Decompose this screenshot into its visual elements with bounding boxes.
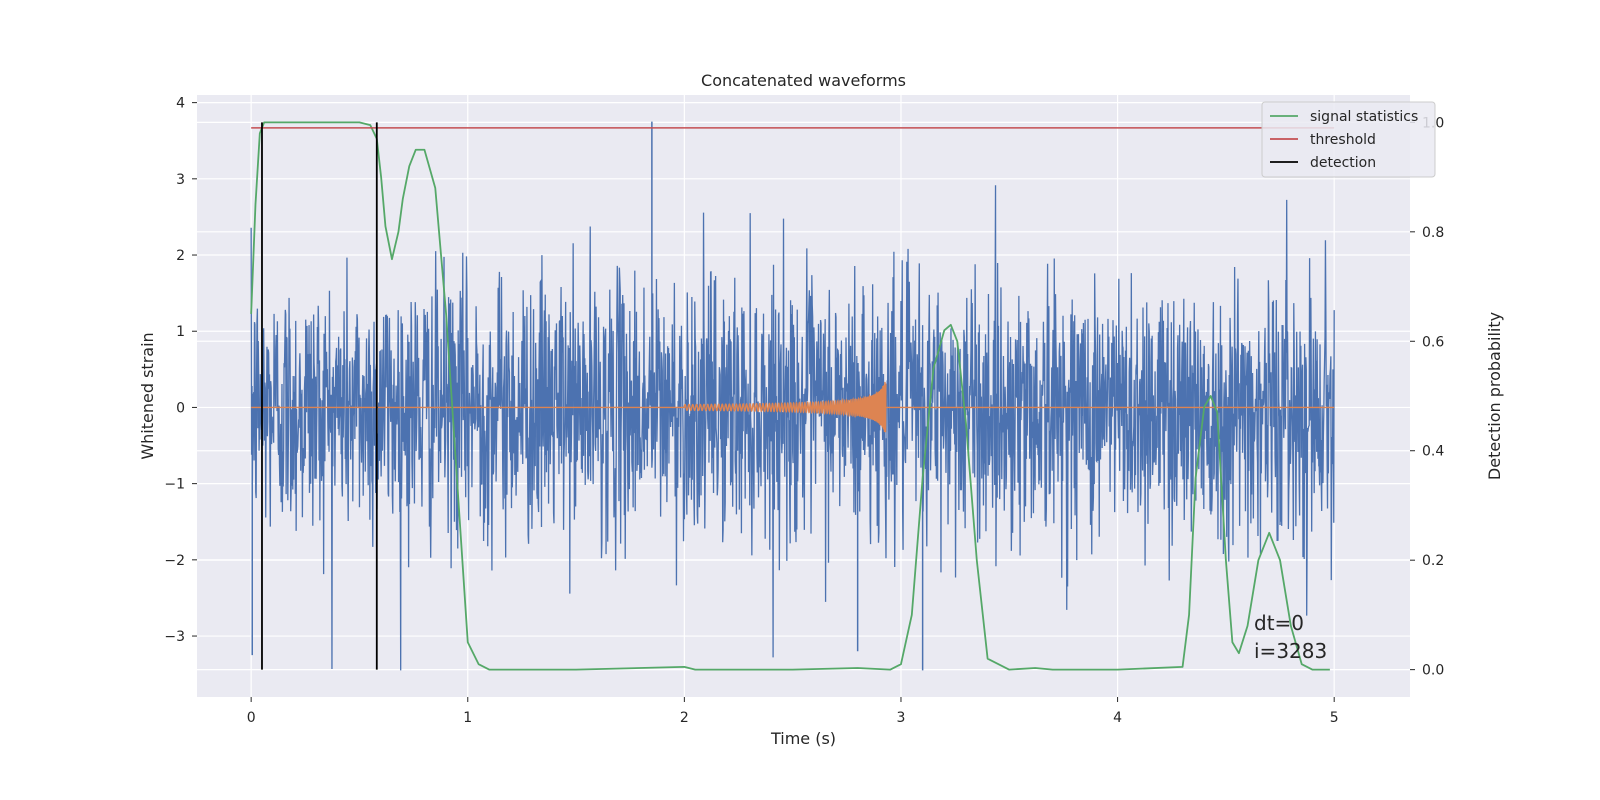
y-right-tick-label: 0.6 (1422, 334, 1444, 350)
y-right-tick-label: 0.4 (1422, 444, 1444, 460)
y-left-tick-label: 1 (176, 324, 185, 340)
chart-title: Concatenated waveforms (701, 71, 906, 90)
x-tick-label: 4 (1113, 710, 1122, 726)
waveform-series (251, 381, 1335, 433)
legend: signal statistics threshold detection (1261, 101, 1436, 178)
y-left-tick-label: 0 (176, 400, 185, 416)
legend-label: threshold (1310, 132, 1376, 148)
legend-label: detection (1310, 155, 1376, 171)
waveform-line (251, 381, 1335, 433)
legend-box (1261, 101, 1436, 178)
y-right-tick-label: 0.0 (1422, 663, 1444, 679)
x-tick-label: 1 (463, 710, 472, 726)
annotation-index: i=3283 (1254, 639, 1327, 663)
x-tick-label: 0 (247, 710, 256, 726)
x-axis-label: Time (s) (770, 729, 836, 748)
y-left-tick-label: −3 (164, 629, 185, 645)
strain-line (250, 185, 1335, 671)
y-right-tick-label: 0.2 (1422, 553, 1444, 569)
y-right-tick-label: 0.8 (1422, 225, 1444, 241)
y-left-tick-label: 3 (176, 172, 185, 188)
y-axis-left-label: Whitened strain (138, 332, 157, 459)
x-tick-label: 3 (897, 710, 906, 726)
annotation-dt: dt=0 (1254, 611, 1304, 635)
detection-series (261, 122, 378, 670)
y-left-tick-label: −1 (164, 477, 185, 493)
y-left-tick-label: −2 (164, 553, 185, 569)
x-tick-label: 5 (1330, 710, 1339, 726)
y-left-tick-label: 4 (176, 96, 185, 112)
strain-series (250, 121, 1335, 671)
y-axis-right-label: Detection probability (1485, 312, 1504, 480)
legend-label: signal statistics (1310, 109, 1418, 125)
y-left-tick-label: 2 (176, 248, 185, 264)
x-tick-label: 2 (680, 710, 689, 726)
